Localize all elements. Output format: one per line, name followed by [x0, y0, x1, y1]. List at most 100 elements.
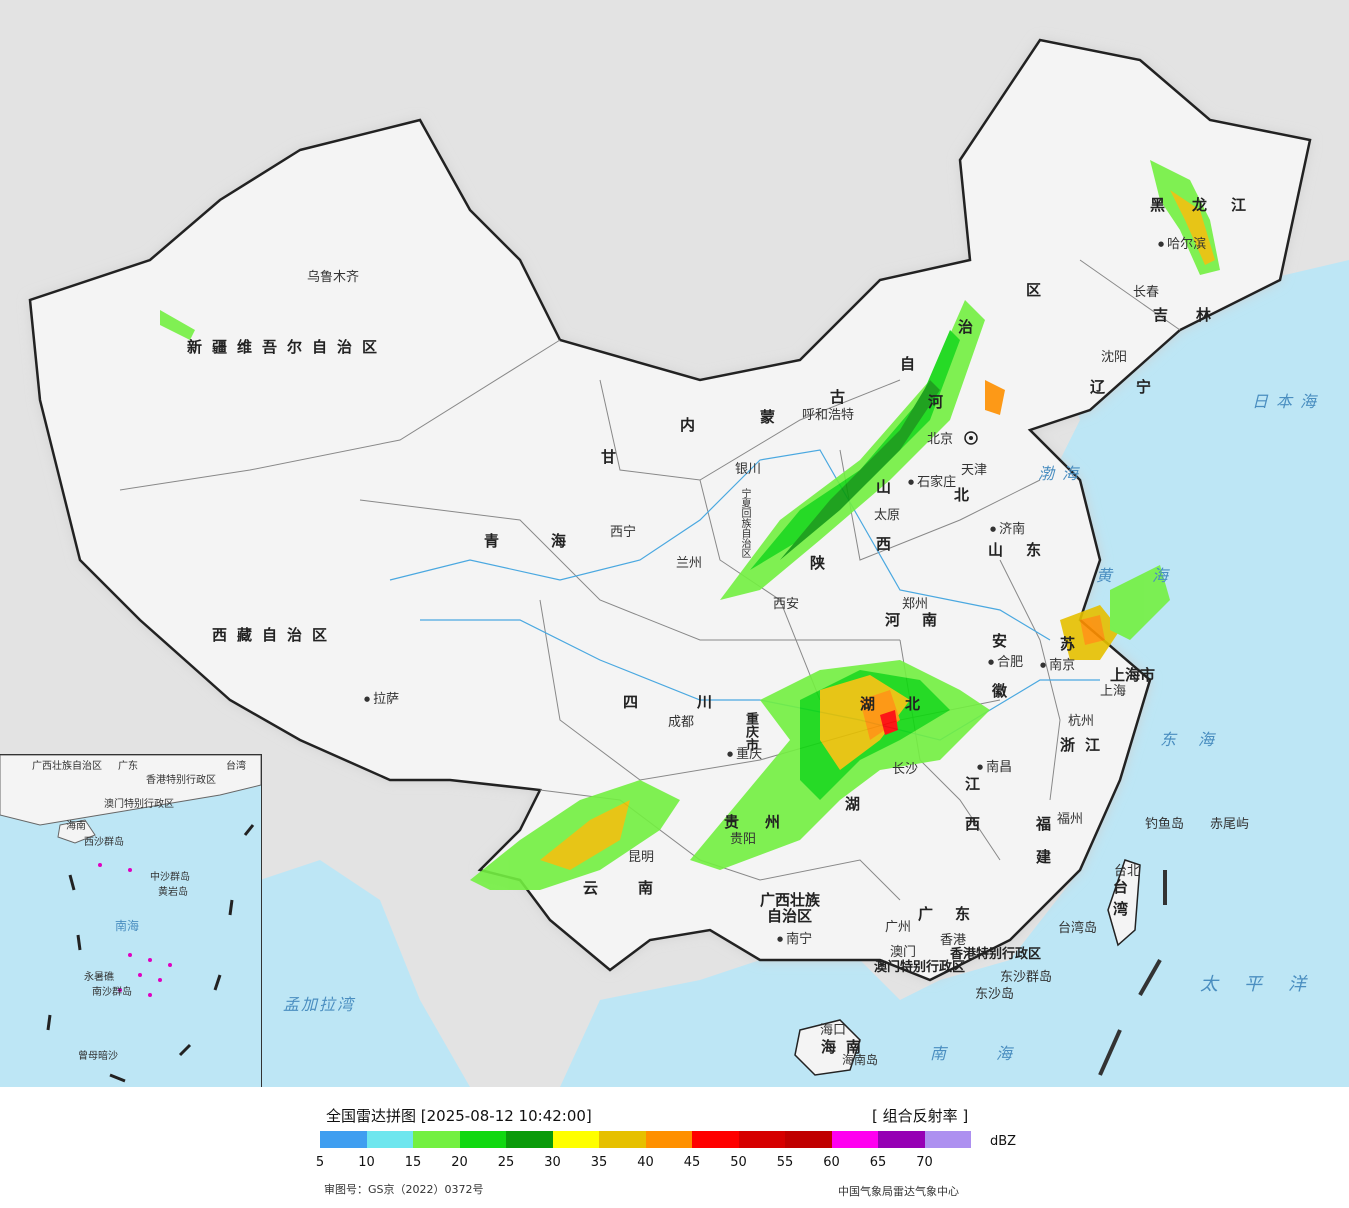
inset-zengmu: 曾母暗沙 [78, 1051, 118, 1062]
city-guiyang: 贵阳 [730, 832, 757, 847]
china-base-map [28, 38, 1349, 1087]
label-dongsha-islands: 东沙群岛 [1000, 970, 1053, 985]
label-chuan: 川 [697, 693, 723, 711]
scale-tick: 60 [823, 1155, 840, 1170]
label-dongsha-island: 东沙岛 [975, 987, 1015, 1002]
south-china-sea-inset: 广西壮族自治区 广东 香港特别行政区 台湾 澳门特别行政区 海南 南海 中沙群岛… [0, 754, 262, 1087]
city-macau: 澳门 [890, 945, 917, 960]
city-nanchang: 南昌 [977, 760, 1012, 775]
radar-map[interactable]: 新疆维吾尔自治区 西藏自治区 青海 甘 内 蒙 古 黑 龙 江 吉 林 辽 宁 … [0, 0, 1349, 1087]
label-shan-sd: 山 [988, 541, 1014, 559]
city-lanzhou: 兰州 [676, 556, 703, 571]
scale-tick: 10 [358, 1155, 375, 1170]
label-si: 四 [623, 693, 649, 711]
label-zhou: 州 [765, 813, 791, 831]
city-harbin: 哈尔滨 [1158, 237, 1206, 252]
scale-tick: 25 [497, 1155, 515, 1170]
color-swatch [599, 1131, 646, 1148]
sea-south: 南海 [930, 1044, 1063, 1063]
inset-guangxi: 广西壮族自治区 [32, 761, 102, 772]
color-swatch [692, 1131, 739, 1148]
city-nanning: 南宁 [777, 932, 812, 947]
label-tai: 台 [1113, 878, 1139, 896]
label-nan-hainan: 南 [846, 1038, 872, 1056]
label-nan-henan: 南 [922, 611, 948, 629]
taiwan-island [1107, 859, 1141, 947]
label-an: 安 [992, 632, 1018, 650]
city-urumqi: 乌鲁木齐 [307, 270, 360, 285]
city-zhengzhou: 郑州 [902, 597, 929, 612]
label-qinghai: 青海 [484, 532, 619, 550]
inset-nansha: 南沙群岛 [92, 987, 132, 998]
city-chengdu: 成都 [668, 715, 695, 730]
label-jian: 建 [1036, 848, 1062, 866]
label-zhi: 治 [958, 318, 984, 336]
city-hangzhou: 杭州 [1068, 714, 1095, 729]
label-fu: 福 [1036, 815, 1062, 833]
scale-tick: 45 [683, 1155, 701, 1170]
scale-tick: 20 [451, 1155, 468, 1170]
city-hongkong: 香港 [940, 933, 967, 948]
label-taiwan-island: 台湾岛 [1058, 921, 1098, 936]
city-changsha: 长沙 [892, 762, 919, 777]
scale-tick: 70 [916, 1155, 933, 1170]
label-hu-hunan: 湖 [845, 795, 871, 813]
city-beijing: 北京 [927, 432, 954, 447]
inset-hk: 香港特别行政区 [146, 775, 216, 786]
label-hui: 徽 [992, 682, 1018, 700]
label-diaoyu: 钓鱼岛 [1145, 817, 1185, 832]
city-shenyang: 沈阳 [1101, 350, 1128, 365]
label-xi-shanxi: 西 [876, 535, 902, 553]
label-hk-sar: 香港特别行政区 [950, 947, 1042, 962]
label-meng: 蒙 [760, 408, 786, 426]
label-dong-gd: 东 [955, 905, 981, 923]
city-changchun: 长春 [1133, 285, 1160, 300]
label-ji: 吉 [1153, 306, 1179, 324]
ocean-bay [220, 860, 470, 1087]
color-swatch [413, 1131, 460, 1148]
label-ningxia: 宁夏回族自治区 [739, 488, 750, 558]
label-xinjiang: 新疆维吾尔自治区 [187, 338, 388, 356]
color-swatch [366, 1131, 413, 1148]
color-swatch [320, 1131, 367, 1148]
city-hohhot: 呼和浩特 [802, 408, 855, 423]
label-long: 龙 [1192, 196, 1218, 214]
china-outline [28, 38, 1312, 982]
color-swatch [785, 1131, 832, 1148]
unit-label: dBZ [990, 1134, 1017, 1149]
label-liao: 辽 [1090, 378, 1116, 396]
label-dong-sd: 东 [1026, 541, 1052, 559]
label-jiang-jx: 江 [965, 775, 991, 793]
label-bay-of-bengal: 孟加拉湾 [283, 995, 356, 1014]
color-swatch [645, 1131, 692, 1148]
label-he-hebei: 河 [928, 393, 954, 411]
color-swatch [552, 1131, 599, 1148]
scale-tick: 15 [404, 1155, 422, 1170]
label-gu: 古 [830, 388, 856, 406]
label-hai: 海 [821, 1038, 847, 1056]
scale-tick: 65 [869, 1155, 887, 1170]
inset-xisha: 西沙群岛 [84, 837, 124, 848]
hainan-island [794, 1019, 861, 1076]
inset-zhongsha: 中沙群岛 [150, 872, 190, 883]
label-wan: 湾 [1113, 900, 1139, 918]
city-xian: 西安 [773, 597, 800, 612]
city-shijiazhuang: 石家庄 [908, 475, 956, 490]
inset-hainan: 海南 [66, 821, 86, 832]
label-ning: 宁 [1136, 378, 1162, 396]
label-jiang-hlj: 江 [1231, 196, 1257, 214]
city-nanjing: 南京 [1040, 658, 1075, 673]
label-xizang: 西藏自治区 [212, 626, 338, 644]
color-swatch [831, 1131, 878, 1148]
label-gui: 贵 [724, 813, 750, 831]
city-lhasa: 拉萨 [364, 692, 399, 707]
color-swatch [506, 1131, 553, 1148]
maritime-boundary [1098, 870, 1167, 1076]
product-name: [ 组合反射率 ] [872, 1107, 969, 1125]
color-swatch [738, 1131, 785, 1148]
city-shanghai: 上海 [1100, 684, 1127, 699]
city-taiyuan: 太原 [874, 508, 901, 523]
label-chongqing-shi: 重庆市 [743, 712, 758, 751]
city-hefei: 合肥 [988, 655, 1023, 670]
label-hu-hubei: 湖 [860, 695, 886, 713]
